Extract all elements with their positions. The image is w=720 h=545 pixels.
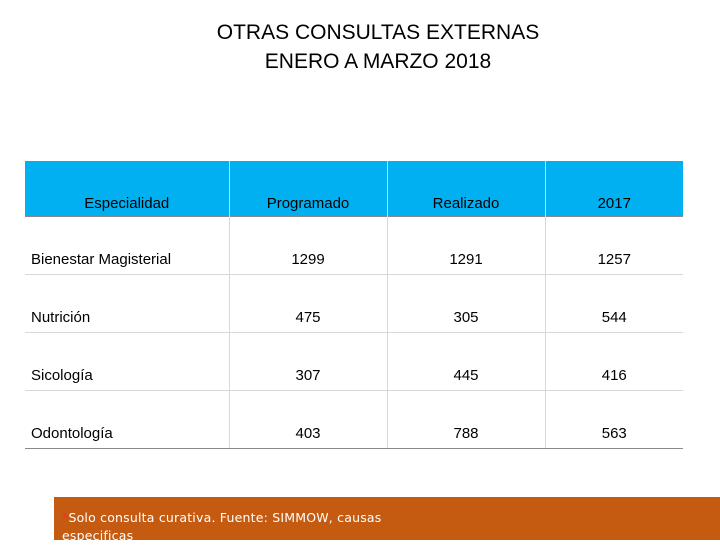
consultations-table: Especialidad Programado Realizado 2017 B… xyxy=(25,161,683,449)
cell-programado: 403 xyxy=(229,390,388,449)
title-line-1: OTRAS CONSULTAS EXTERNAS xyxy=(216,21,540,44)
header-realizado: Realizado xyxy=(387,161,546,217)
header-2017: 2017 xyxy=(545,161,683,217)
footer-bar xyxy=(54,497,720,540)
header-especialidad: Especialidad xyxy=(25,161,230,217)
header-programado: Programado xyxy=(229,161,388,217)
cell-programado: 307 xyxy=(229,332,388,391)
table-row: Sicología 307 445 416 xyxy=(25,332,683,391)
table-header-row: Especialidad Programado Realizado 2017 xyxy=(25,161,683,217)
cell-programado: 475 xyxy=(229,274,388,333)
table-row: Bienestar Magisterial 1299 1291 1257 xyxy=(25,216,683,275)
cell-realizado: 305 xyxy=(387,274,546,333)
cell-especialidad: Bienestar Magisterial xyxy=(25,216,230,275)
cell-especialidad: Nutrición xyxy=(25,274,230,333)
cell-especialidad: Odontología xyxy=(25,390,230,449)
title-line-2: ENERO A MARZO 2018 xyxy=(264,50,492,73)
footer-asterisk: * xyxy=(62,510,69,525)
cell-2017: 563 xyxy=(545,390,683,449)
cell-realizado: 1291 xyxy=(387,216,546,275)
cell-realizado: 445 xyxy=(387,332,546,391)
table-row: Nutrición 475 305 544 xyxy=(25,274,683,333)
table-row: Odontología 403 788 563 xyxy=(25,390,683,449)
cell-programado: 1299 xyxy=(229,216,388,275)
cell-especialidad: Sicología xyxy=(25,332,230,391)
cell-realizado: 788 xyxy=(387,390,546,449)
footer-note: *Solo consulta curativa. Fuente: SIMMOW,… xyxy=(62,509,422,545)
slide-title: OTRAS CONSULTAS EXTERNAS ENERO A MARZO 2… xyxy=(0,18,720,76)
cell-2017: 1257 xyxy=(545,216,683,275)
footer-note-text: Solo consulta curativa. Fuente: SIMMOW, … xyxy=(62,510,382,543)
cell-2017: 544 xyxy=(545,274,683,333)
cell-2017: 416 xyxy=(545,332,683,391)
